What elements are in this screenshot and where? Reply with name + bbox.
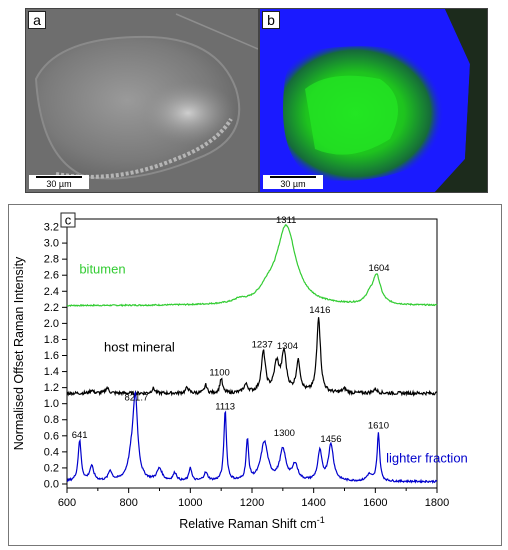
y-tick-label: 0.2 xyxy=(44,462,59,474)
peak-label: 821.7 xyxy=(124,392,148,403)
peak-label: 1300 xyxy=(274,428,295,439)
y-axis-title: Normalised Offset Raman Intensity xyxy=(12,256,26,450)
scale-bar: 30 µm xyxy=(29,175,89,189)
y-tick-label: 1.6 xyxy=(44,350,59,362)
micrograph-image xyxy=(26,9,258,192)
panel-a-micrograph: a 30 µm xyxy=(25,8,259,193)
x-tick-label: 1200 xyxy=(240,497,264,509)
series-label: host mineral xyxy=(104,339,175,354)
panel-c-spectra: 600 800 1000 1200 1400 1600 1800 0.0 0.2 0.4 0.6 0.… xyxy=(8,204,502,546)
x-tick-label: 1800 xyxy=(425,497,449,509)
series-label: bitumen xyxy=(79,262,125,277)
y-tick-label: 0.4 xyxy=(44,446,59,458)
series-label: lighter fraction xyxy=(386,450,468,465)
peak-label: 1113 xyxy=(215,401,235,412)
panel-label-box xyxy=(60,212,76,228)
y-tick-label: 1.0 xyxy=(44,398,59,410)
panel-label: c xyxy=(65,213,72,228)
y-tick-label: 3.2 xyxy=(44,222,59,234)
x-tick-label: 1000 xyxy=(178,497,202,509)
y-tick-label: 0.6 xyxy=(44,430,59,442)
scale-bar-line xyxy=(270,176,316,178)
y-tick-label: 0.0 xyxy=(44,478,59,490)
x-tick-label: 1600 xyxy=(363,497,387,509)
peak-label: 1604 xyxy=(368,263,389,274)
y-tick-label: 2.0 xyxy=(44,318,59,330)
peak-label: 1237 xyxy=(252,339,273,350)
peak-label: 1456 xyxy=(320,434,341,445)
series-line-lighter-fraction xyxy=(67,390,438,484)
panel-b-raman-map: b 30 µm xyxy=(259,8,488,193)
peak-label: 1416 xyxy=(309,305,330,316)
y-tick-label: 1.4 xyxy=(44,366,59,378)
scale-bar-label: 30 µm xyxy=(280,179,306,189)
peak-label: 1311 xyxy=(276,215,296,226)
scale-bar: 30 µm xyxy=(263,175,323,189)
labels-layer: bitumen host mineral lighter fraction 1311 1… xyxy=(72,215,468,465)
y-tick-label: 2.6 xyxy=(44,270,59,282)
y-tick-label: 1.2 xyxy=(44,382,59,394)
series-layer xyxy=(66,223,438,484)
y-tick-label: 2.4 xyxy=(44,286,59,298)
peak-label: 641 xyxy=(72,430,88,441)
y-tick-label: 2.8 xyxy=(44,254,59,266)
series-line-host-mineral xyxy=(66,317,438,398)
y-tick-label: 0.8 xyxy=(44,414,59,426)
x-axis-title: Relative Raman Shift cm-1 xyxy=(179,515,325,531)
scale-bar-line xyxy=(36,176,82,178)
panel-label: b xyxy=(262,11,280,29)
scale-bar-label: 30 µm xyxy=(46,179,72,189)
peak-label: 1304 xyxy=(277,341,298,352)
x-tick-label: 1400 xyxy=(301,497,325,509)
y-tick-label: 1.8 xyxy=(44,334,59,346)
y-tick-label: 2.2 xyxy=(44,302,59,314)
x-tick-label: 600 xyxy=(58,497,76,509)
x-tick-label: 800 xyxy=(119,497,137,509)
series-line-bitumen xyxy=(66,223,438,307)
raman-map-image xyxy=(260,9,487,192)
peak-label: 1610 xyxy=(368,421,389,432)
raman-spectra-chart: 600 800 1000 1200 1400 1600 1800 0.0 0.2 0.4 0.6 0.… xyxy=(12,212,468,531)
x-axis-title-text: Relative Raman Shift cm xyxy=(179,517,317,531)
panel-label: a xyxy=(28,11,46,29)
y-tick-label: 3.0 xyxy=(44,238,59,250)
x-axis-title-superscript: -1 xyxy=(317,515,325,525)
axes: 600 800 1000 1200 1400 1600 1800 0.0 0.2 0.4 0.6 0.… xyxy=(44,218,449,509)
peak-label: 1100 xyxy=(209,368,229,379)
